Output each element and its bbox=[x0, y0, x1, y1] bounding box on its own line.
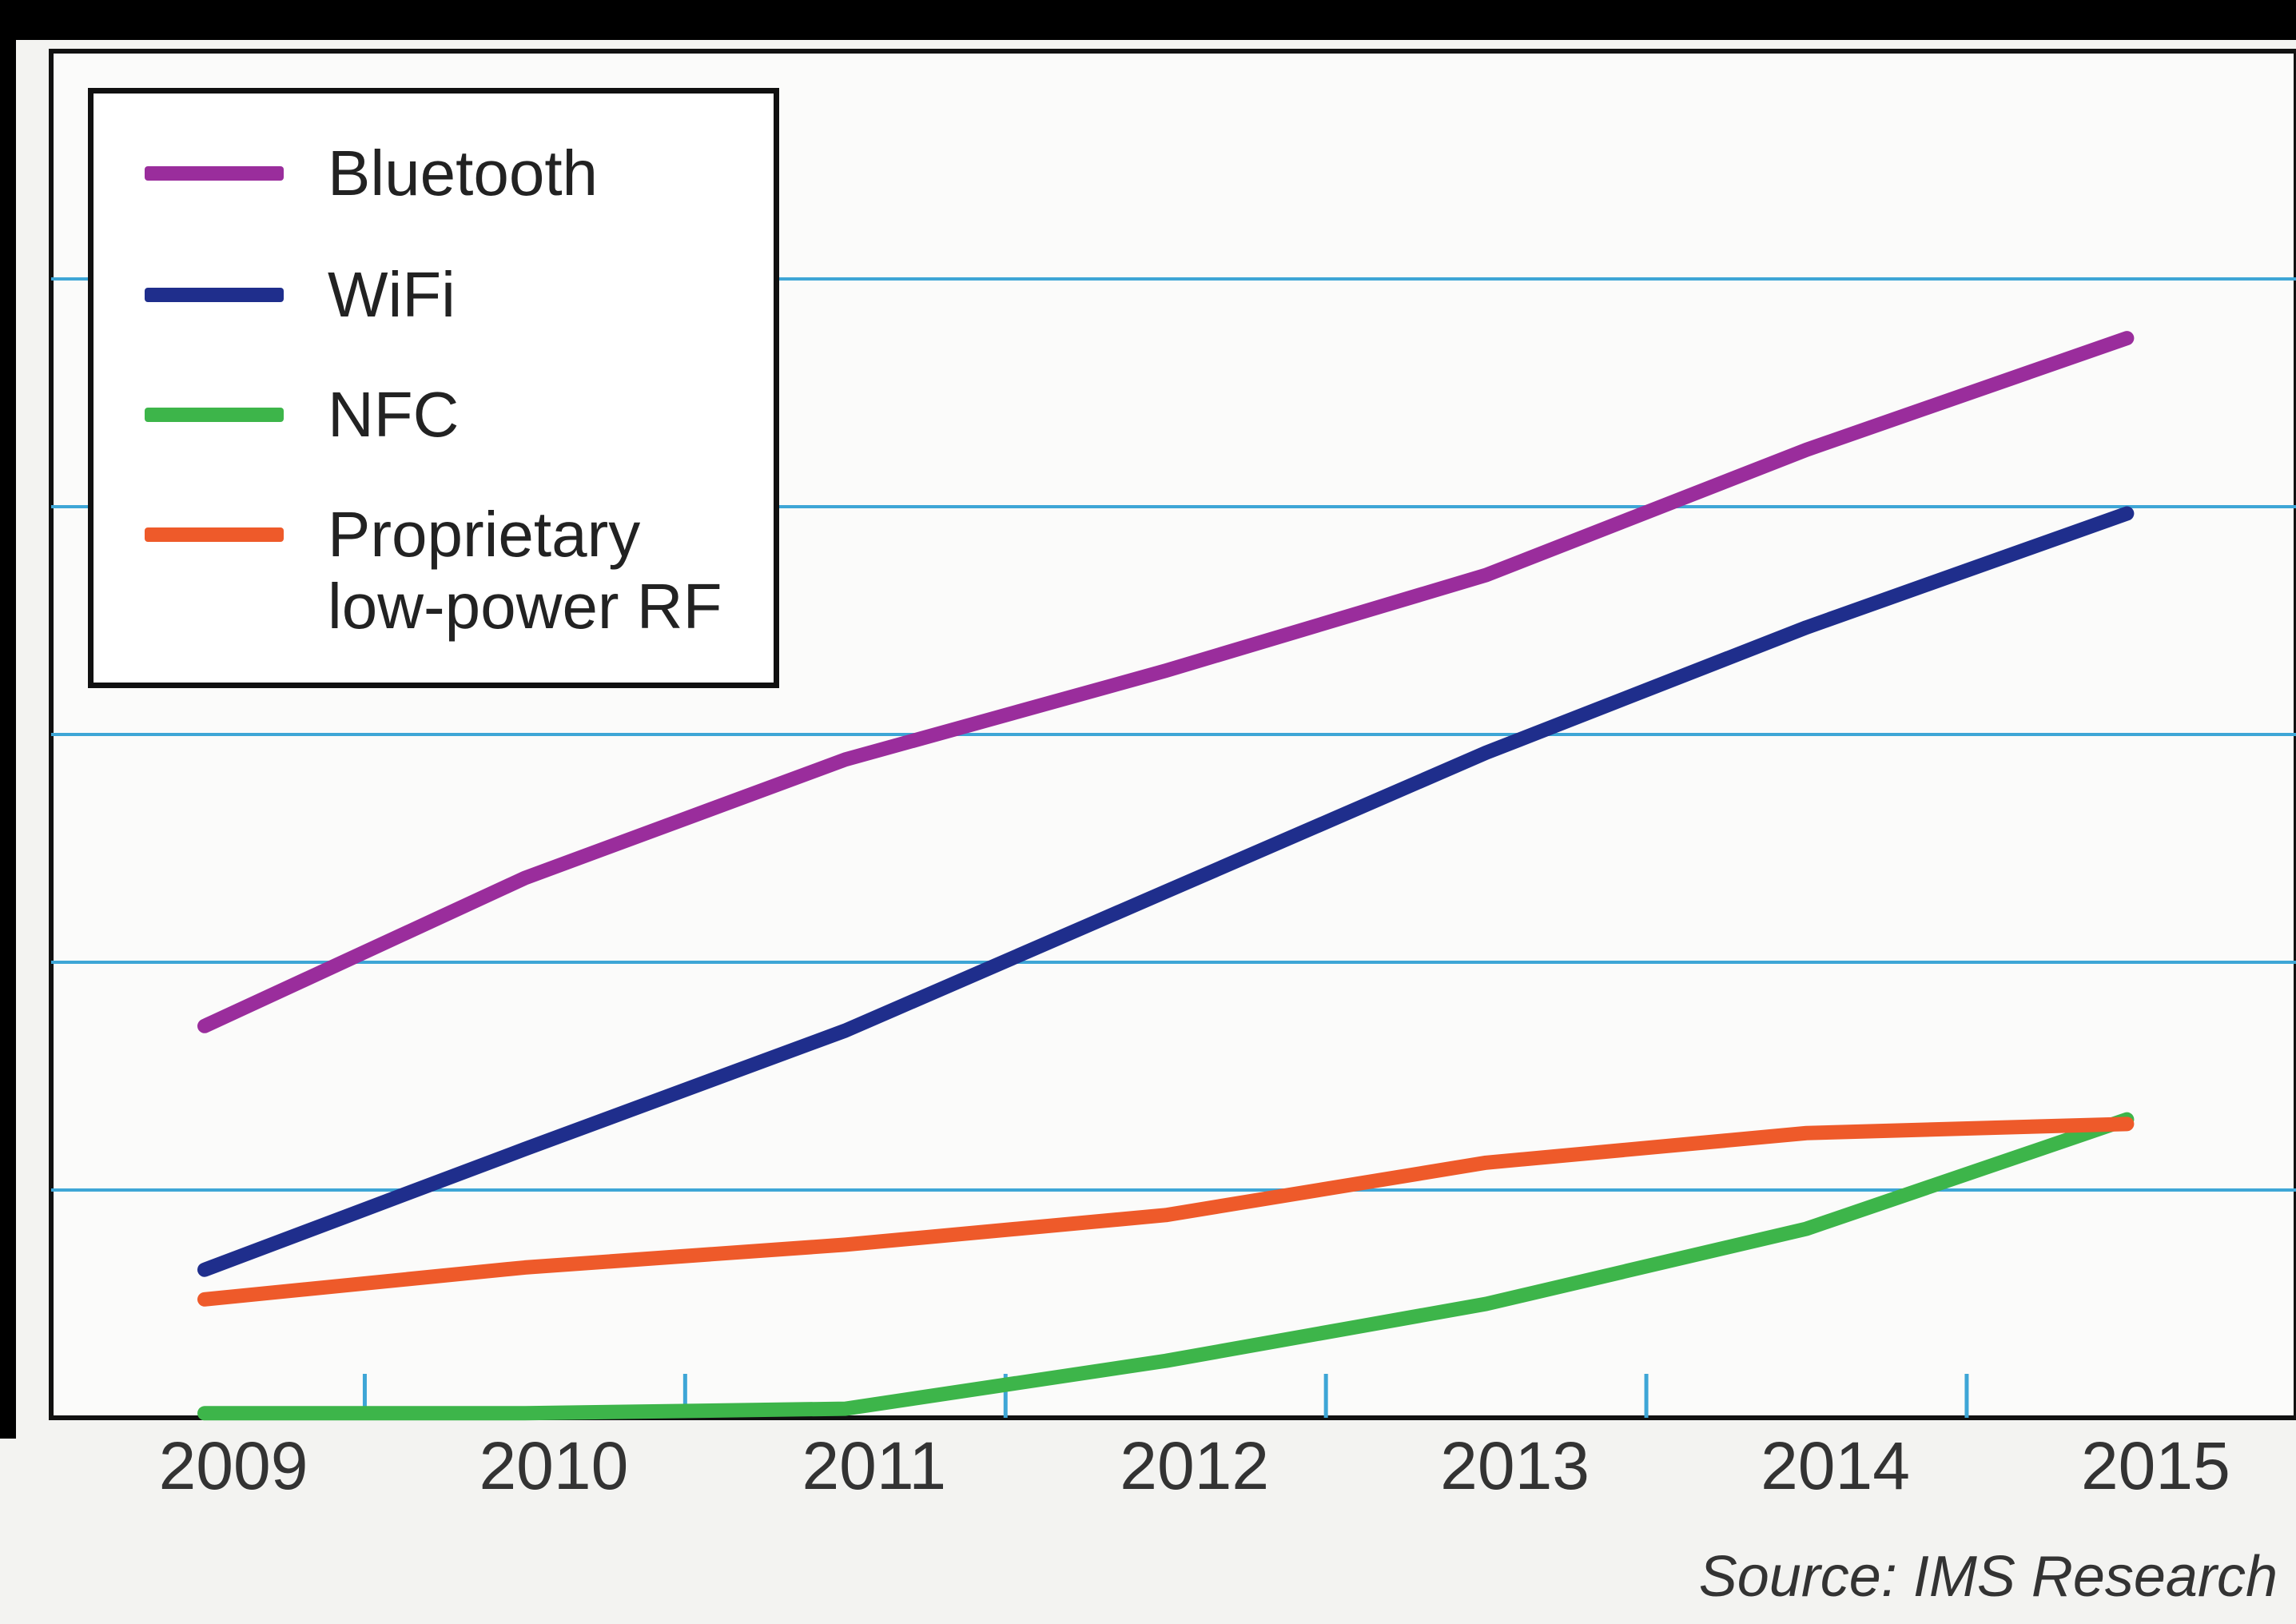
x-tick-label: 2015 bbox=[2081, 1428, 2230, 1503]
legend-swatch bbox=[145, 166, 284, 181]
source-note: Source: IMS Research bbox=[1699, 1545, 2278, 1609]
series-line bbox=[197, 1116, 2135, 1307]
legend-swatch bbox=[145, 527, 284, 542]
series-line bbox=[197, 506, 2135, 1277]
legend-label: NFC bbox=[328, 379, 460, 450]
x-tick-label: 2013 bbox=[1440, 1428, 1590, 1503]
x-tick-label: 2010 bbox=[479, 1428, 628, 1503]
series-line bbox=[197, 331, 2135, 1033]
legend-swatch bbox=[145, 408, 284, 422]
top-border bbox=[0, 0, 2296, 40]
left-border bbox=[0, 0, 16, 1439]
legend: Bluetooth WiFi NFC Proprietary low-power RF bbox=[88, 88, 779, 688]
x-tick-label: 2011 bbox=[802, 1428, 946, 1503]
legend-label: Proprietary low-power RF bbox=[328, 499, 722, 642]
x-tick-label: 2014 bbox=[1761, 1428, 1910, 1503]
x-tick-label: 2009 bbox=[159, 1428, 308, 1503]
x-tick-label: 2012 bbox=[1120, 1428, 1269, 1503]
legend-label: WiFi bbox=[328, 259, 456, 330]
legend-swatch bbox=[145, 288, 284, 302]
series-line bbox=[197, 1112, 2135, 1421]
legend-label: Bluetooth bbox=[328, 137, 599, 209]
